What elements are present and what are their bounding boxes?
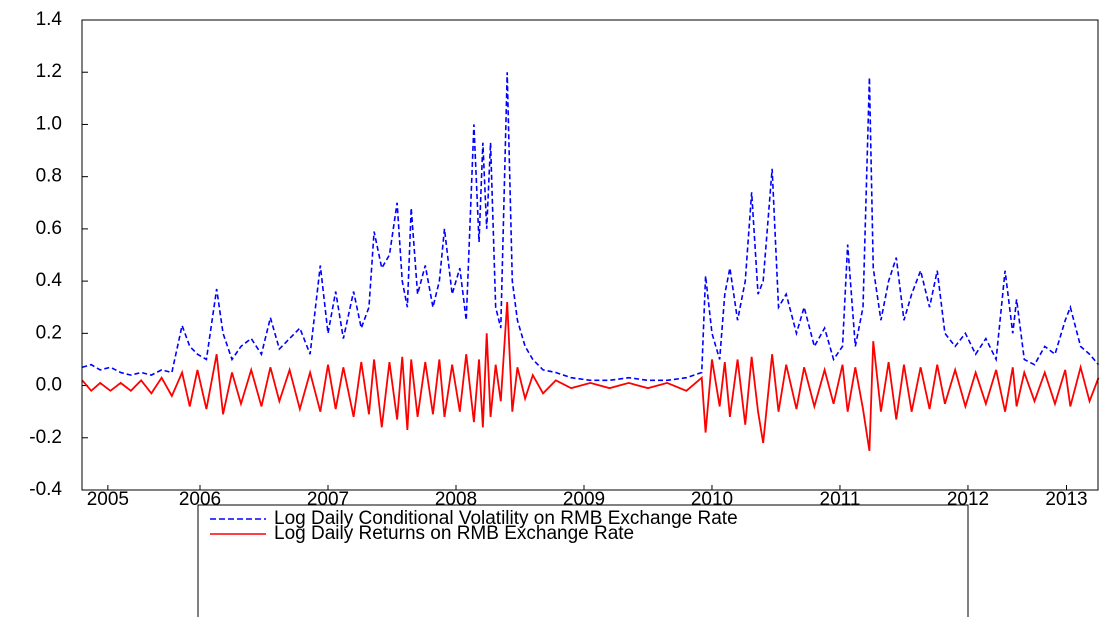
legend-label: Log Daily Returns on RMB Exchange Rate bbox=[274, 523, 634, 544]
x-tick-label: 2005 bbox=[87, 489, 129, 510]
y-tick-label: 1.0 bbox=[36, 113, 62, 134]
x-tick-label: 2007 bbox=[307, 489, 349, 510]
x-tick-label: 2013 bbox=[1045, 489, 1087, 510]
legend-box bbox=[197, 504, 969, 617]
legend-label: Log Daily Conditional Volatility on RMB … bbox=[274, 508, 738, 529]
y-tick-label: 0.6 bbox=[36, 218, 62, 239]
x-tick-label: 2010 bbox=[691, 489, 733, 510]
y-tick-label: 0.8 bbox=[36, 166, 62, 187]
x-tick-label: 2009 bbox=[563, 489, 605, 510]
x-tick-label: 2012 bbox=[947, 489, 989, 510]
y-tick-label: -0.4 bbox=[29, 479, 62, 500]
x-tick-label: 2011 bbox=[820, 489, 861, 510]
y-tick-label: -0.2 bbox=[29, 427, 62, 448]
series-line bbox=[81, 301, 1100, 451]
y-tick-label: 0.4 bbox=[36, 270, 63, 291]
series-line bbox=[82, 72, 1100, 382]
x-tick-label: 2006 bbox=[179, 489, 221, 510]
plot-frame bbox=[81, 19, 1099, 491]
y-tick-label: 0.0 bbox=[36, 375, 62, 396]
x-tick-label: 2008 bbox=[435, 489, 477, 510]
y-tick-label: 1.4 bbox=[36, 9, 63, 30]
y-tick-label: 1.2 bbox=[36, 61, 62, 82]
y-tick-label: 0.2 bbox=[36, 322, 62, 343]
